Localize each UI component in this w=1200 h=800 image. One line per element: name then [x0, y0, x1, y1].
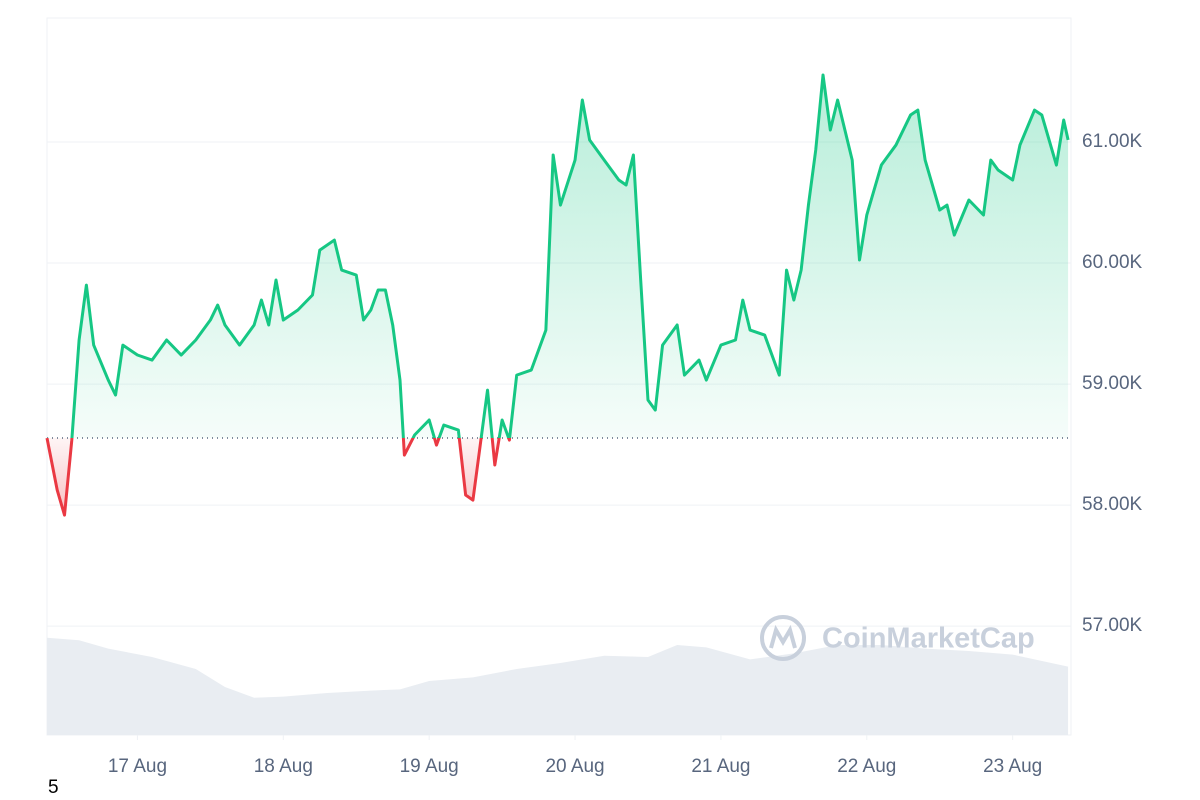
- x-tick-label: 23 Aug: [983, 756, 1042, 777]
- price-area: [47, 74, 1069, 516]
- x-tick-label: 21 Aug: [691, 756, 750, 777]
- x-tick-label: 17 Aug: [108, 756, 167, 777]
- x-tick-label: 20 Aug: [545, 756, 604, 777]
- watermark: CoinMarketCap: [822, 623, 1035, 655]
- y-tick-label: 58.00K: [1082, 494, 1143, 515]
- y-tick-label: 59.00K: [1082, 373, 1143, 394]
- x-tick-label: 22 Aug: [837, 756, 896, 777]
- y-tick-label: 60.00K: [1082, 252, 1143, 273]
- volume-area: [47, 637, 1069, 735]
- x-tick-label: 19 Aug: [400, 756, 459, 777]
- y-tick-label: 61.00K: [1082, 131, 1143, 152]
- footnote: 5: [48, 777, 59, 798]
- watermark-logo: [760, 615, 806, 661]
- price-line: [45, 73, 1070, 517]
- y-tick-label: 57.00K: [1082, 615, 1143, 636]
- x-tick-label: 18 Aug: [254, 756, 313, 777]
